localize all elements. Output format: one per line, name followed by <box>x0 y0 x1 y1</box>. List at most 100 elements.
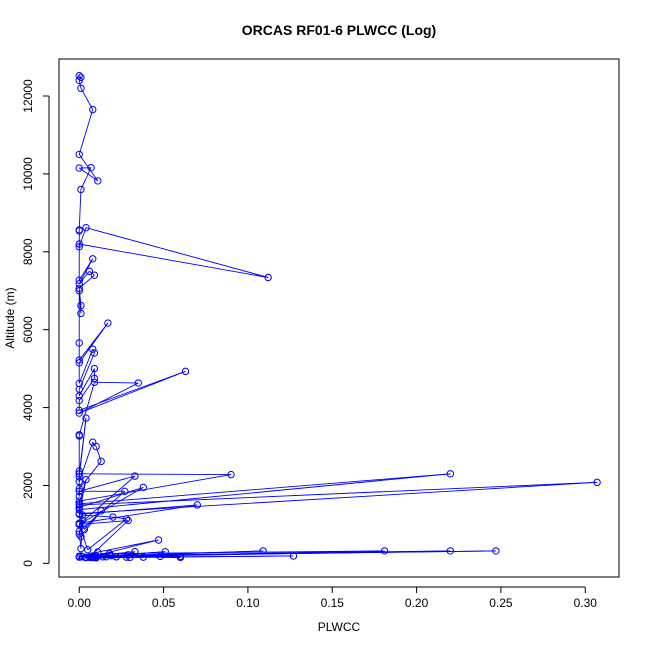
data-point <box>75 409 83 417</box>
data-point <box>161 547 169 556</box>
series-segment <box>78 348 94 384</box>
data-point <box>80 525 89 534</box>
data-point <box>75 359 83 367</box>
x-tick-label: 0.10 <box>236 596 260 610</box>
series-segment <box>82 514 114 518</box>
series-segment <box>78 461 102 489</box>
series-segment <box>80 167 92 190</box>
series-segment <box>87 518 127 551</box>
series-segment <box>79 473 232 476</box>
data-point <box>193 501 202 509</box>
data-point <box>97 457 105 466</box>
data-point <box>154 536 163 544</box>
series-points <box>75 72 601 562</box>
data-point <box>75 150 83 159</box>
data-point <box>78 511 87 519</box>
y-tick-label: 12000 <box>21 79 35 113</box>
series-lines <box>78 75 598 559</box>
data-point <box>380 547 389 555</box>
series-segment <box>79 473 451 511</box>
series-segment <box>79 486 144 508</box>
data-point <box>94 177 102 185</box>
data-point <box>446 470 455 478</box>
series-segment <box>79 243 269 278</box>
data-point <box>75 227 83 235</box>
series-segment <box>89 520 129 558</box>
y-tick-label: 6000 <box>21 316 35 343</box>
y-axis-label: Altitude (m) <box>3 287 17 348</box>
x-tick-label: 0.15 <box>321 596 345 610</box>
data-point <box>90 271 99 279</box>
data-point <box>75 501 83 509</box>
data-point <box>75 492 83 501</box>
data-point <box>75 243 83 251</box>
data-point <box>104 319 112 327</box>
data-point <box>75 76 83 85</box>
data-point <box>139 553 148 561</box>
data-point <box>122 553 131 561</box>
data-point <box>75 510 83 518</box>
series-segment <box>78 418 87 477</box>
data-point <box>75 467 83 475</box>
data-point <box>77 84 85 92</box>
data-point <box>82 223 90 232</box>
series-segment <box>79 520 129 525</box>
plot-frame <box>58 58 620 578</box>
y-tick-label: 0 <box>21 560 35 567</box>
data-point <box>77 532 85 541</box>
data-point <box>446 547 455 555</box>
data-point <box>75 240 83 248</box>
data-point <box>77 185 85 194</box>
series-segment <box>78 378 95 401</box>
series-segment <box>78 270 90 285</box>
x-tick-label: 0.30 <box>574 596 598 610</box>
data-point <box>109 513 117 521</box>
data-point <box>75 503 83 511</box>
data-point <box>75 276 83 284</box>
data-point <box>75 520 83 529</box>
series-segment <box>78 109 94 155</box>
series-segment <box>80 87 94 110</box>
data-point <box>82 475 90 484</box>
y-tick-label: 8000 <box>21 238 35 265</box>
data-point <box>126 553 134 562</box>
data-point <box>75 287 83 295</box>
data-point <box>89 105 97 114</box>
data-point <box>75 473 83 481</box>
data-point <box>102 553 110 561</box>
data-point <box>122 515 131 523</box>
series-segment <box>79 382 139 414</box>
x-axis: 0.00 0.05 0.10 0.15 0.20 0.25 0.30 <box>68 586 598 610</box>
data-point <box>593 478 601 487</box>
data-point <box>176 553 185 562</box>
data-point <box>75 396 83 405</box>
data-point <box>92 553 100 561</box>
data-point <box>77 552 85 560</box>
data-point <box>131 472 139 480</box>
data-point <box>264 273 272 282</box>
series-segment <box>79 473 451 505</box>
series-segment <box>78 80 82 89</box>
data-point <box>75 406 83 415</box>
series-segment <box>78 189 82 230</box>
data-point <box>75 505 83 514</box>
series-segment <box>78 490 126 532</box>
data-point <box>156 552 164 561</box>
data-point <box>75 487 83 496</box>
data-point <box>90 349 99 357</box>
data-point <box>124 516 132 525</box>
x-tick-label: 0.05 <box>152 596 176 610</box>
data-point <box>90 374 99 383</box>
data-point <box>82 414 90 422</box>
series-segment <box>95 446 102 462</box>
series-segment <box>79 481 598 514</box>
series-segment <box>79 474 232 502</box>
data-point <box>75 284 83 293</box>
data-point <box>75 356 83 364</box>
series-segment <box>92 441 97 447</box>
data-point <box>75 470 83 478</box>
y-axis: 0 2000 4000 6000 8000 10000 12000 <box>21 79 50 567</box>
data-point <box>492 547 500 555</box>
data-point <box>75 477 83 486</box>
